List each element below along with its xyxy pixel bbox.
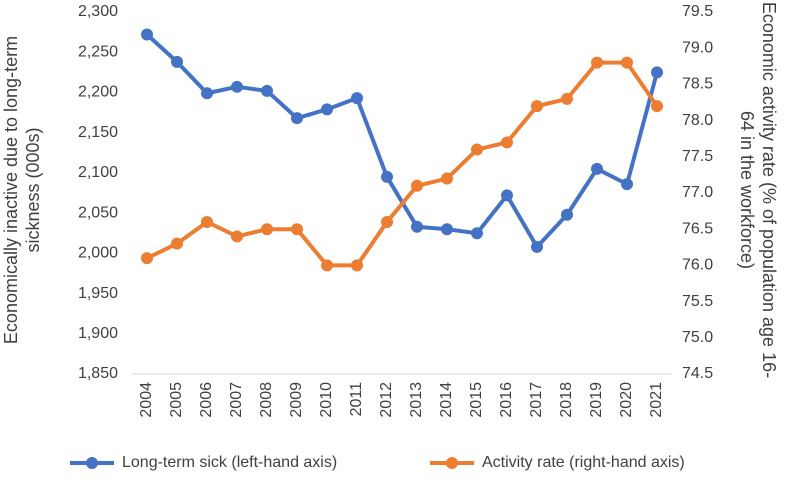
point (321, 103, 333, 116)
y2-tick-label: 79.0 (682, 39, 713, 56)
point (171, 55, 183, 68)
point (201, 215, 213, 228)
y-tick-label: 2,250 (78, 43, 118, 60)
x-tick-label: 2014 (438, 382, 455, 418)
y2-axis-title: Economic activity rate (% of population … (737, 1, 779, 379)
point (471, 143, 483, 156)
y-tick-label: 1,850 (78, 365, 118, 382)
y2-tick-label: 78.0 (682, 112, 713, 129)
y-tick-label: 1,950 (78, 285, 118, 302)
legend-label: Activity rate (right-hand axis) (482, 454, 685, 471)
point (501, 136, 513, 149)
point (531, 100, 543, 113)
x-tick-label: 2017 (528, 382, 545, 418)
x-tick-label: 2004 (138, 382, 155, 418)
point (201, 87, 213, 100)
x-tick-label: 2005 (168, 382, 185, 418)
point (411, 179, 423, 192)
legend-marker (86, 457, 98, 469)
y-tick-label: 2,150 (78, 124, 118, 141)
x-tick-label: 2019 (588, 382, 605, 418)
y2-tick-label: 77.0 (682, 184, 713, 201)
point (381, 170, 393, 183)
y-tick-label: 2,100 (78, 164, 118, 181)
point (321, 259, 333, 272)
point (531, 240, 543, 253)
point (651, 100, 663, 113)
point (231, 230, 243, 243)
point (351, 259, 363, 272)
series-line (145, 33, 659, 249)
x-tick-label: 2006 (198, 382, 215, 418)
point (351, 92, 363, 105)
x-tick-label: 2018 (558, 382, 575, 418)
y2-tick-label: 75.5 (682, 293, 713, 310)
y2-tick-label: 74.5 (682, 365, 713, 382)
y-tick-label: 2,300 (78, 3, 118, 20)
point (591, 162, 603, 175)
legend-label: Long-term sick (left-hand axis) (122, 454, 337, 471)
y-tick-label: 2,000 (78, 245, 118, 262)
x-tick-label: 2021 (648, 382, 665, 418)
point (411, 220, 423, 233)
y-tick-label: 1,900 (78, 325, 118, 342)
x-tick-label: 2008 (258, 382, 275, 418)
y2-tick-label: 76.5 (682, 220, 713, 237)
point (261, 84, 273, 97)
point (441, 172, 453, 185)
point (561, 208, 573, 221)
x-tick-label: 2007 (228, 382, 245, 418)
point (141, 28, 153, 41)
y-axis-title: Economically inactive due to long-term s… (1, 35, 43, 345)
point (591, 56, 603, 69)
point (171, 237, 183, 250)
point (471, 227, 483, 240)
x-tick-label: 2015 (468, 382, 485, 418)
x-tick-label: 2016 (498, 382, 515, 418)
point (651, 66, 663, 79)
y2-tick-label: 76.0 (682, 257, 713, 274)
series-line (146, 60, 659, 268)
x-tick-label: 2010 (318, 382, 335, 418)
point (441, 223, 453, 236)
point (261, 223, 273, 236)
x-tick-label: 2009 (288, 382, 305, 418)
y2-tick-label: 75.0 (682, 329, 713, 346)
y2-tick-label: 77.5 (682, 148, 713, 165)
point (141, 252, 153, 265)
legend-marker (446, 457, 458, 469)
y2-tick-label: 78.5 (682, 76, 713, 93)
point (231, 80, 243, 93)
x-tick-label: 2013 (408, 382, 425, 418)
point (621, 56, 633, 69)
x-tick-label: 2012 (378, 382, 395, 418)
x-tick-label: 2011 (348, 382, 365, 417)
point (381, 215, 393, 228)
point (291, 112, 303, 125)
y-tick-label: 2,050 (78, 204, 118, 221)
point (501, 189, 513, 202)
point (621, 178, 633, 191)
x-tick-label: 2020 (618, 382, 635, 418)
y2-tick-label: 79.5 (682, 3, 713, 20)
y-tick-label: 2,200 (78, 84, 118, 101)
point (291, 223, 303, 236)
point (561, 92, 573, 105)
